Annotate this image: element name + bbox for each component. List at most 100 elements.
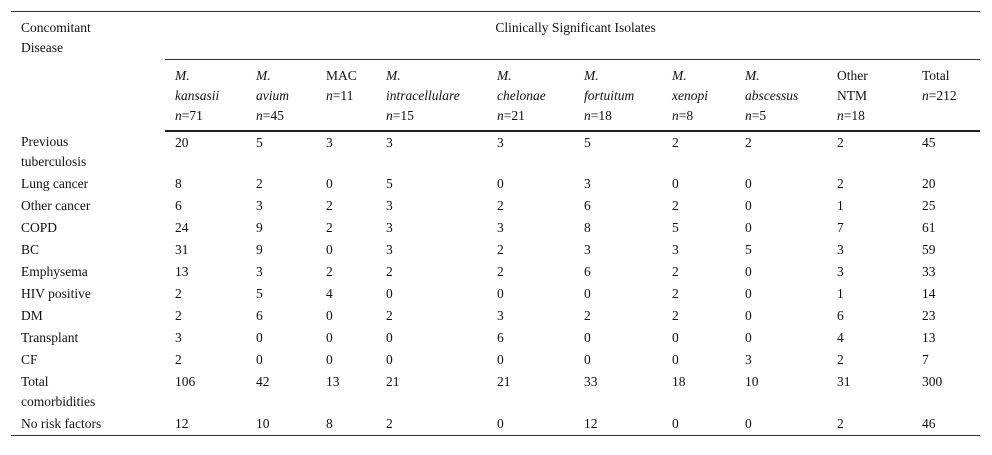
cell: 2 (672, 264, 679, 279)
cell: 0 (745, 308, 752, 323)
row-label: CF (21, 352, 38, 367)
table-row: HIV positive 2 5 4 0 0 0 2 0 1 14 (11, 283, 980, 305)
cell: 9 (256, 242, 263, 257)
column-name: M. intracellulare (386, 68, 460, 103)
cell: 2 (386, 264, 393, 279)
cell: 45 (922, 135, 936, 150)
cell: 0 (326, 352, 333, 367)
cell: 8 (584, 220, 591, 235)
column-name: M. fortuitum (584, 68, 635, 103)
cell: 3 (256, 198, 263, 213)
cell: 2 (175, 308, 182, 323)
header-row: Concomitant Disease Clinically Significa… (11, 11, 981, 131)
cell: 31 (837, 374, 851, 389)
column-name: M. xenopi (672, 68, 708, 103)
cell: 12 (165, 413, 246, 436)
column-header: MAC n=11 (316, 59, 376, 132)
table-row: CF 2 0 0 0 0 0 0 3 2 7 (11, 349, 980, 371)
row-label: Total comorbidities (21, 374, 96, 409)
column-header: M. intracellulare n=15 (376, 59, 487, 132)
cell: 7 (922, 352, 929, 367)
cell: 3 (584, 176, 591, 191)
cell: 0 (497, 286, 504, 301)
column-name: Other NTM (837, 68, 868, 103)
cell: 2 (827, 413, 912, 436)
column-header-row: M. kansasii n=71 M. avium n=45 MAC n=11 M. int… (11, 59, 981, 132)
cell: 12 (574, 413, 662, 436)
column-name: M. abscessus (745, 68, 799, 103)
cell: 0 (745, 220, 752, 235)
column-header: M. chelonae n=21 (487, 59, 574, 132)
cell: 3 (745, 352, 752, 367)
cell: 3 (837, 242, 844, 257)
cell: 2 (584, 308, 591, 323)
cell: 0 (256, 330, 263, 345)
column-header: M. avium n=45 (246, 59, 316, 132)
column-header: M. xenopi n=8 (662, 59, 735, 132)
cell: 61 (922, 220, 936, 235)
cell: 0 (745, 330, 752, 345)
column-n: n=18 (837, 108, 865, 123)
cell: 2 (672, 198, 679, 213)
column-n: n=15 (386, 108, 414, 123)
cell: 2 (837, 176, 844, 191)
cell: 42 (256, 374, 270, 389)
cell: 33 (584, 374, 598, 389)
cell: 6 (584, 198, 591, 213)
cell: 0 (584, 330, 591, 345)
cell: 14 (922, 286, 936, 301)
cell: 2 (326, 198, 333, 213)
table-row: Total comorbidities 106 42 13 21 21 33 18 10 31 30… (11, 371, 980, 413)
cell: 0 (386, 286, 393, 301)
column-header: Other NTM n=18 (827, 59, 912, 132)
cell: 0 (584, 352, 591, 367)
cell: 13 (922, 330, 936, 345)
cell: 2 (672, 135, 679, 150)
column-n: n=11 (326, 88, 354, 103)
cell: 3 (386, 198, 393, 213)
cell: 0 (662, 413, 735, 436)
data-table: Concomitant Disease Clinically Significa… (11, 11, 981, 436)
cell: 7 (837, 220, 844, 235)
cell: 20 (922, 176, 936, 191)
cell: 4 (837, 330, 844, 345)
table-row: Previous tuberculosis 20 5 3 3 3 5 2 2 2 45 (11, 131, 980, 173)
column-n: n=18 (584, 108, 612, 123)
column-n: n=45 (256, 108, 284, 123)
cell: 3 (386, 242, 393, 257)
cell: 0 (326, 176, 333, 191)
cell: 18 (672, 374, 686, 389)
cell: 5 (256, 286, 263, 301)
table-row: DM 2 6 0 2 3 2 2 0 6 23 (11, 305, 980, 327)
cell: 6 (837, 308, 844, 323)
cell: 46 (912, 413, 981, 436)
cell: 5 (584, 135, 591, 150)
cell: 0 (326, 242, 333, 257)
cell: 8 (175, 176, 182, 191)
cell: 33 (922, 264, 936, 279)
cell: 13 (175, 264, 189, 279)
table-row: Lung cancer 8 2 0 5 0 3 0 0 2 20 (11, 173, 980, 195)
cell: 3 (256, 264, 263, 279)
column-name: MAC (326, 68, 357, 83)
column-header: M. abscessus n=5 (735, 59, 827, 132)
cell: 0 (256, 352, 263, 367)
cell: 2 (497, 242, 504, 257)
row-label: Lung cancer (21, 176, 89, 191)
cell: 10 (745, 374, 759, 389)
cell: 0 (672, 176, 679, 191)
column-name: M. kansasii (175, 68, 220, 103)
cell: 13 (326, 374, 340, 389)
cell: 1 (837, 198, 844, 213)
table-row: Emphysema 13 3 2 2 2 6 2 0 3 33 (11, 261, 980, 283)
cell: 3 (497, 135, 504, 150)
row-label: BC (21, 242, 40, 257)
cell: 0 (745, 286, 752, 301)
row-label: HIV positive (21, 286, 91, 301)
cell: 0 (745, 176, 752, 191)
row-label: Emphysema (21, 264, 88, 279)
cell: 2 (672, 286, 679, 301)
cell: 2 (745, 135, 752, 150)
cell: 0 (386, 352, 393, 367)
column-name: Total (922, 68, 950, 83)
